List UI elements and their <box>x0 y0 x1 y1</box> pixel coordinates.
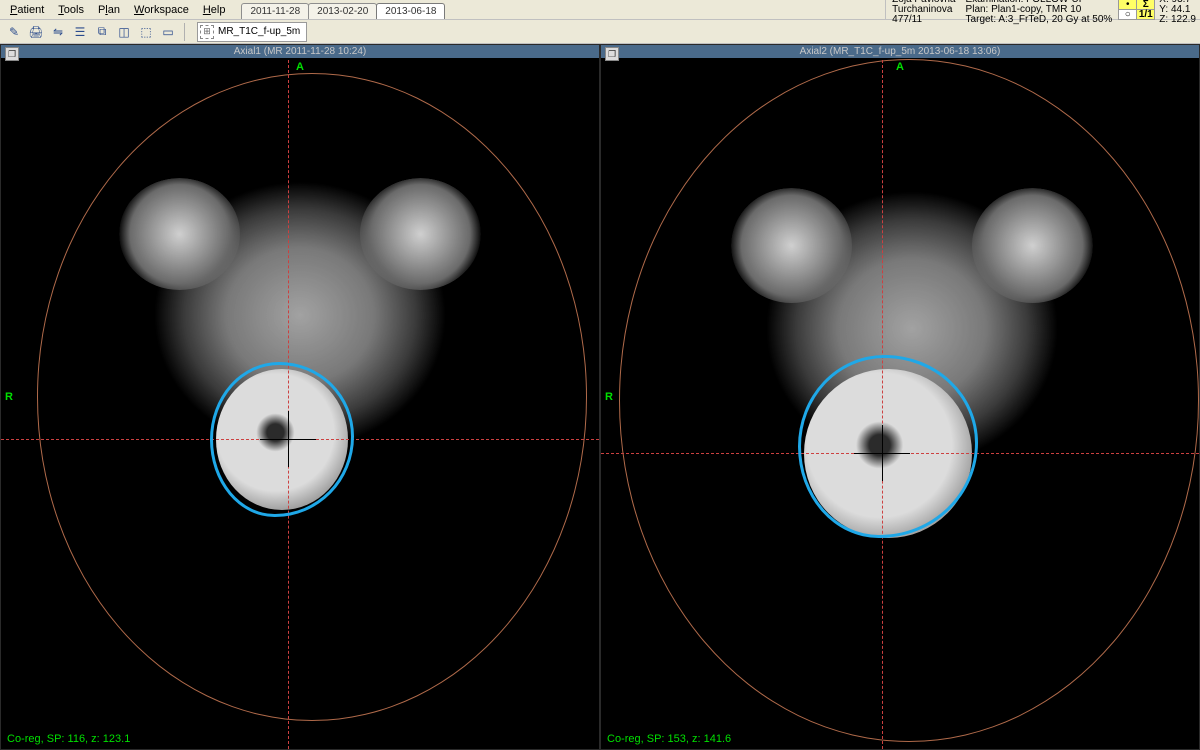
sigma-grid[interactable]: • Σ ○ 1/1 <box>1119 0 1155 19</box>
menu-patient[interactable]: Patient <box>4 2 50 18</box>
toolbar-btn-4[interactable]: ⧉ <box>92 22 112 42</box>
menu-help[interactable]: Help <box>197 2 232 18</box>
toolbar-separator <box>184 23 185 41</box>
viewport-expand-icon[interactable]: ❐ <box>605 47 619 61</box>
viewport-expand-icon[interactable]: ❐ <box>5 47 19 61</box>
coord-z: Z: 122.9 <box>1159 15 1196 25</box>
toolbar-btn-6[interactable]: ⬚ <box>136 22 156 42</box>
sigma-frac[interactable]: 1/1 <box>1136 9 1155 20</box>
menu-list: PatientToolsPlanWorkspaceHelp <box>0 0 235 19</box>
viewport-2[interactable]: Axial2 (MR_T1C_f-up_5m 2013-06-18 13:06)… <box>600 44 1200 750</box>
toolbar-btn-3[interactable]: ☰ <box>70 22 90 42</box>
series-breadcrumb[interactable]: ⊞ MR_T1C_f-up_5m <box>197 22 307 42</box>
coord-box: • Σ ○ 1/1 X: 93.7 Y: 44.1 Z: 122.9 <box>1118 0 1200 19</box>
menu-tools[interactable]: Tools <box>52 2 90 18</box>
toolbar-btn-5[interactable]: ◫ <box>114 22 134 42</box>
orientation-anterior: A <box>296 61 304 73</box>
toolbar-btn-7[interactable]: ▭ <box>158 22 178 42</box>
series-icon: ⊞ <box>200 25 214 39</box>
coreg-readout: Co-reg, SP: 116, z: 123.1 <box>7 733 130 745</box>
toolbar-btn-0[interactable]: ✎ <box>4 22 24 42</box>
patient-info-panel: Zoja Pavlovna Examination: FOLLOW-UP Tur… <box>885 0 1118 19</box>
orientation-right: R <box>5 391 13 403</box>
sigma-circ[interactable]: ○ <box>1118 9 1137 20</box>
coreg-readout: Co-reg, SP: 153, z: 141.6 <box>607 733 731 745</box>
xyz-readout: X: 93.7 Y: 44.1 Z: 122.9 <box>1155 0 1200 19</box>
viewport-title: Axial1 (MR 2011-11-28 10:24) <box>1 45 599 58</box>
menubar: PatientToolsPlanWorkspaceHelp 2011-11-28… <box>0 0 1200 20</box>
menu-plan[interactable]: Plan <box>92 2 126 18</box>
coord-y: Y: 44.1 <box>1159 5 1196 15</box>
date-tab-strip: 2011-11-282013-02-202013-06-18 <box>241 0 444 19</box>
plan-label: Plan: Plan1-copy, TMR 10 <box>966 5 1113 15</box>
orientation-anterior: A <box>896 61 904 73</box>
date-tab-2013-06-18[interactable]: 2013-06-18 <box>376 3 445 19</box>
viewport-1[interactable]: Axial1 (MR 2011-11-28 10:24)❐ A R Co-reg, S… <box>0 44 600 750</box>
series-label: MR_T1C_f-up_5m <box>218 26 300 37</box>
target-label: Target: A:3_FrTeD, 20 Gy at 50% <box>966 15 1113 25</box>
orientation-right: R <box>605 391 613 403</box>
date-tab-2011-11-28[interactable]: 2011-11-28 <box>241 3 309 19</box>
patient-id: 477/11 <box>892 15 955 25</box>
viewport-title: Axial2 (MR_T1C_f-up_5m 2013-06-18 13:06) <box>601 45 1199 58</box>
toolbar-icons: ✎🖨⇋☰⧉◫⬚▭ <box>4 22 178 42</box>
menu-workspace[interactable]: Workspace <box>128 2 195 18</box>
toolbar-btn-1[interactable]: 🖨 <box>26 22 46 42</box>
viewport-area: Axial1 (MR 2011-11-28 10:24)❐ARCo-reg, S… <box>0 44 1200 750</box>
patient-name-2: Turchaninova <box>892 5 955 15</box>
date-tab-2013-02-20[interactable]: 2013-02-20 <box>308 3 377 19</box>
toolbar-btn-2[interactable]: ⇋ <box>48 22 68 42</box>
